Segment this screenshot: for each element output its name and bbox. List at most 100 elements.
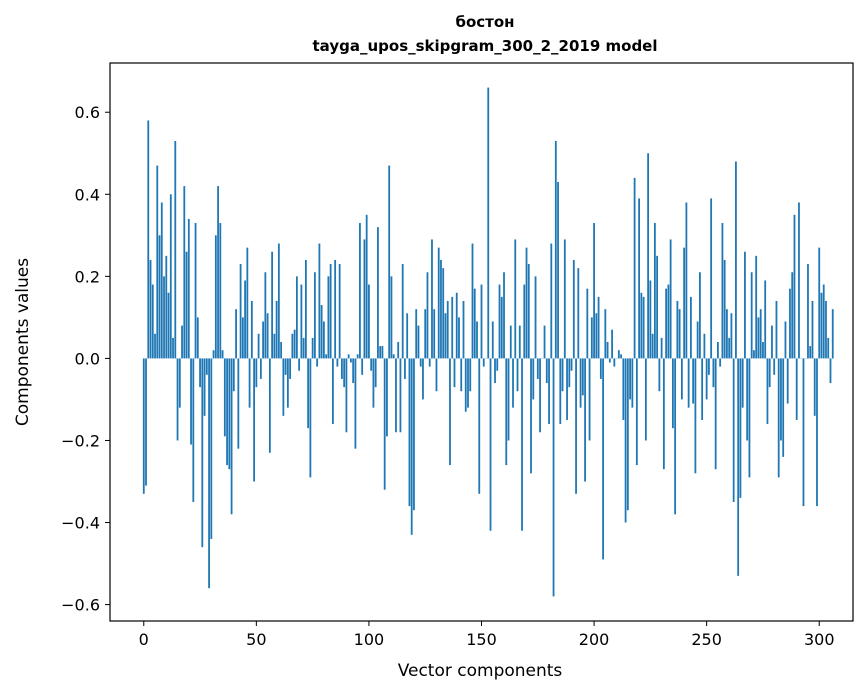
bar bbox=[359, 223, 361, 359]
bar bbox=[343, 358, 346, 388]
bar bbox=[313, 272, 316, 359]
bar bbox=[590, 317, 593, 359]
bar bbox=[338, 264, 341, 359]
bar bbox=[750, 272, 753, 359]
x-tick-label: 150 bbox=[466, 630, 497, 649]
bar bbox=[696, 321, 699, 359]
bar bbox=[516, 358, 519, 392]
bar bbox=[678, 309, 681, 359]
bar bbox=[291, 333, 294, 359]
bar bbox=[381, 346, 384, 359]
bar bbox=[442, 268, 445, 359]
bar bbox=[404, 358, 406, 379]
bar bbox=[786, 358, 789, 404]
bar bbox=[588, 358, 591, 441]
bar bbox=[361, 358, 364, 375]
bar bbox=[689, 296, 692, 359]
bar bbox=[347, 354, 350, 359]
bar bbox=[813, 358, 816, 416]
bar bbox=[183, 186, 186, 359]
bar bbox=[201, 358, 204, 548]
bar bbox=[178, 358, 181, 408]
bar bbox=[205, 358, 208, 375]
y-tick-label: 0.6 bbox=[75, 103, 100, 122]
bar bbox=[518, 325, 521, 359]
bar bbox=[604, 309, 607, 359]
bar bbox=[653, 223, 656, 359]
bar bbox=[248, 358, 251, 408]
bar bbox=[449, 358, 451, 466]
bar bbox=[577, 268, 580, 359]
bar bbox=[550, 243, 553, 359]
x-axis: 0 50 100 150 200 250 300 bbox=[139, 621, 835, 649]
bar bbox=[410, 358, 413, 535]
bar bbox=[262, 321, 264, 359]
bar bbox=[271, 251, 274, 359]
bar bbox=[480, 284, 483, 359]
bar bbox=[692, 358, 695, 404]
bar bbox=[363, 239, 366, 359]
bar bbox=[746, 358, 749, 441]
bar bbox=[329, 264, 332, 359]
bar bbox=[473, 288, 476, 359]
bar bbox=[332, 358, 334, 425]
bar bbox=[775, 300, 778, 359]
bar bbox=[624, 358, 627, 523]
bar bbox=[336, 358, 339, 367]
bar bbox=[735, 161, 737, 359]
bar bbox=[320, 305, 323, 359]
bar bbox=[181, 325, 183, 359]
bar bbox=[282, 358, 285, 416]
bar bbox=[446, 300, 449, 359]
bar bbox=[491, 321, 494, 359]
bar bbox=[701, 358, 704, 420]
bar bbox=[543, 325, 546, 359]
bar bbox=[699, 272, 701, 359]
bar bbox=[370, 358, 373, 371]
x-tick-label: 250 bbox=[691, 630, 722, 649]
bar bbox=[185, 251, 188, 359]
bar bbox=[431, 239, 433, 359]
bar bbox=[458, 317, 460, 359]
chart-subtitle: tayga_upos_skipgram_300_2_2019 model bbox=[313, 37, 658, 55]
bar bbox=[554, 140, 557, 359]
bar bbox=[415, 309, 418, 359]
bar bbox=[507, 358, 510, 441]
bar bbox=[505, 358, 508, 466]
bar bbox=[230, 358, 233, 515]
bar bbox=[221, 350, 224, 359]
bar bbox=[791, 272, 794, 359]
bar bbox=[816, 358, 818, 507]
bar bbox=[235, 309, 237, 359]
bar bbox=[422, 358, 424, 400]
bar bbox=[295, 276, 298, 359]
bar bbox=[239, 264, 242, 359]
bar bbox=[741, 358, 744, 408]
x-axis-label: Vector components bbox=[398, 661, 563, 681]
bar bbox=[464, 358, 467, 412]
bar bbox=[534, 276, 537, 359]
bar bbox=[651, 333, 654, 359]
bar bbox=[428, 358, 431, 367]
bar bbox=[730, 313, 733, 359]
y-tick-label: 0.4 bbox=[75, 185, 100, 204]
bar bbox=[570, 358, 573, 371]
bar bbox=[318, 243, 321, 359]
bar bbox=[638, 198, 641, 359]
bar bbox=[399, 358, 402, 433]
y-tick-label: 0.2 bbox=[75, 267, 100, 286]
bar bbox=[147, 120, 150, 359]
bar bbox=[244, 280, 246, 359]
bar bbox=[199, 358, 201, 388]
bar bbox=[635, 358, 638, 466]
bar bbox=[289, 358, 292, 379]
bar bbox=[300, 284, 303, 359]
bar bbox=[780, 358, 782, 441]
bar bbox=[827, 337, 830, 359]
bar bbox=[194, 223, 197, 359]
bar bbox=[482, 358, 485, 367]
bar bbox=[685, 202, 688, 359]
bar bbox=[606, 342, 609, 359]
bar bbox=[165, 255, 168, 359]
